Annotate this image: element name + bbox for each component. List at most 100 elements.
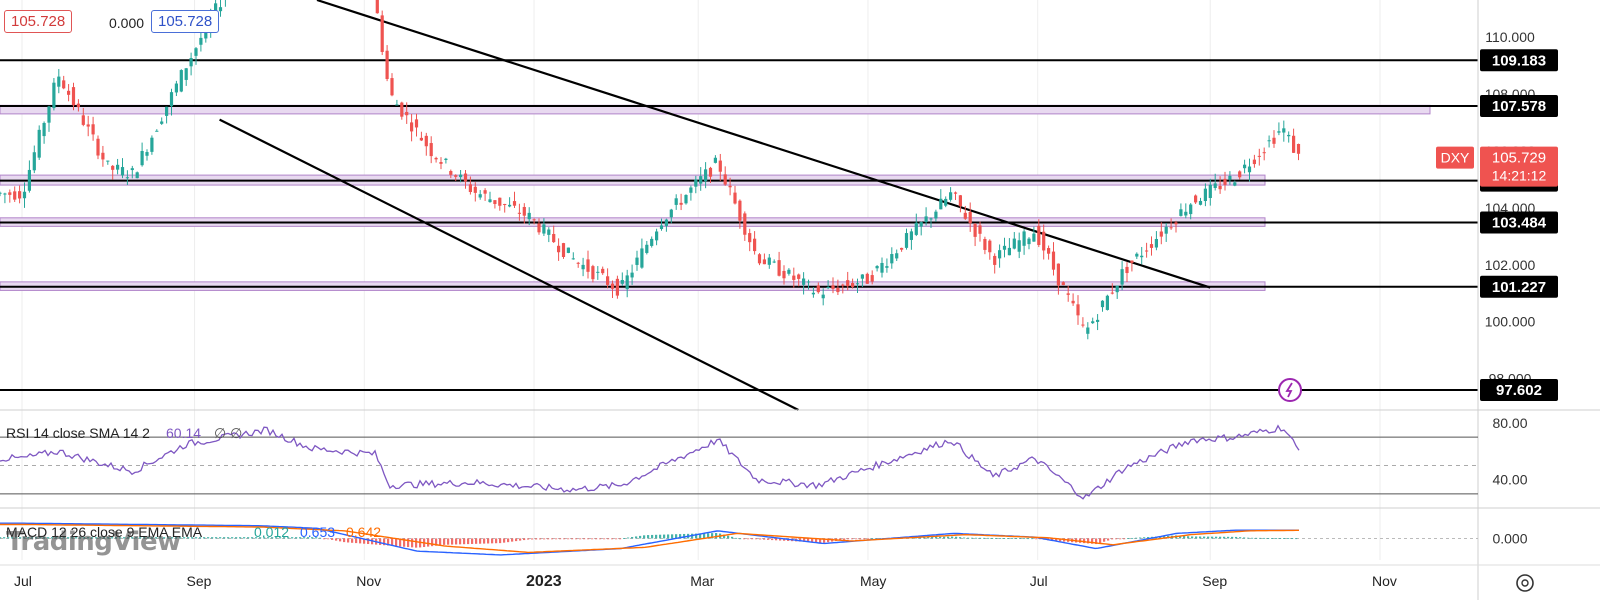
candle-body [189, 58, 193, 67]
candle-body [718, 160, 722, 172]
candle-body [1022, 231, 1026, 246]
candle-body [1145, 250, 1149, 252]
candle-body [890, 254, 894, 264]
trendline [316, 0, 1211, 289]
macd-histogram-bar [783, 538, 786, 541]
macd-histogram-bar [431, 538, 434, 547]
candle-body [1056, 263, 1060, 286]
candle-body [483, 190, 487, 194]
candle-body [179, 70, 183, 92]
macd-histogram-bar [1019, 538, 1022, 539]
macd-histogram-bar [223, 537, 226, 539]
macd-histogram-bar [479, 538, 482, 544]
macd-histogram-bar [971, 537, 974, 539]
candle-body [1218, 185, 1222, 190]
candle-body [449, 171, 453, 175]
candle-body [953, 192, 958, 194]
macd-histogram-bar [1007, 538, 1010, 539]
time-axis-label: 2023 [526, 573, 562, 590]
macd-histogram-bar [735, 537, 738, 539]
macd-histogram-bar [247, 537, 250, 539]
macd-histogram-bar [927, 537, 930, 539]
macd-histogram-bar [851, 538, 854, 540]
macd-histogram-bar [559, 538, 562, 540]
macd-histogram-bar [251, 537, 254, 539]
macd-histogram-bar [655, 534, 658, 539]
candle-body [1174, 222, 1178, 225]
macd-histogram-bar [551, 538, 554, 540]
level-price-label: 101.227 [1492, 279, 1546, 296]
macd-histogram-bar [803, 538, 806, 542]
macd-histogram-bar [63, 537, 66, 539]
ask-price-tag[interactable]: 105.728 [151, 10, 220, 33]
candle-body [380, 15, 384, 52]
candle-body [944, 198, 948, 206]
candle-body [86, 124, 90, 127]
macd-histogram-bar [451, 538, 454, 545]
macd-histogram-bar [123, 537, 126, 539]
settings-gear-icon-center [1521, 579, 1529, 587]
macd-axis-tick: 0.000 [1492, 530, 1527, 546]
macd-histogram-bar [679, 534, 682, 539]
candle-body [429, 143, 433, 157]
macd-histogram-bar [967, 537, 970, 539]
macd-histogram-bar [71, 537, 74, 539]
macd-histogram-bar [871, 538, 874, 540]
macd-histogram-bar [459, 538, 462, 545]
macd-histogram-bar [1235, 536, 1238, 539]
macd-histogram-bar [1147, 537, 1150, 539]
time-axis-label: May [860, 573, 886, 589]
candle-body [8, 192, 12, 195]
candle-body [27, 169, 31, 191]
macd-histogram-bar [727, 535, 730, 539]
macd-histogram-bar [455, 538, 458, 545]
macd-histogram-bar [11, 537, 14, 539]
macd-histogram-bar [1219, 536, 1222, 539]
macd-histogram-bar [1051, 538, 1054, 541]
macd-histogram-bar [167, 537, 170, 539]
candle-body [155, 130, 159, 132]
macd-histogram-bar [723, 534, 726, 539]
candle-body [32, 152, 36, 171]
candle-body [630, 272, 634, 278]
macd-histogram-bar [855, 538, 858, 540]
candle-body [1277, 131, 1281, 133]
candle-body [1208, 184, 1212, 198]
macd-histogram-bar [139, 537, 142, 539]
candle-body [395, 104, 399, 106]
macd-histogram-bar [755, 538, 758, 540]
macd-histogram-bar [1059, 538, 1062, 542]
macd-histogram-bar [367, 538, 370, 545]
candle-body [160, 121, 164, 124]
candle-body [978, 225, 982, 234]
macd-histogram-bar [959, 537, 962, 539]
candle-body [130, 168, 134, 171]
time-axis-label: Jul [1030, 573, 1048, 589]
candle-body [983, 238, 987, 250]
candle-body [777, 260, 781, 276]
macd-histogram-bar [1031, 538, 1034, 540]
candle-body [1238, 171, 1242, 178]
level-price-tag [1480, 49, 1558, 72]
macd-histogram-bar [807, 538, 810, 543]
macd-histogram-bar [227, 537, 230, 539]
candle-body [635, 257, 639, 265]
candlestick-series [0, 0, 1301, 340]
symbol-tag [1436, 146, 1474, 169]
candle-body [1135, 253, 1139, 257]
macd-histogram-bar [951, 536, 954, 539]
macd-histogram-bar [875, 538, 878, 540]
last-price-tag [1480, 146, 1558, 187]
macd-histogram-bar [1231, 536, 1234, 539]
macd-histogram-bar [599, 538, 602, 540]
macd-histogram-bar [539, 538, 542, 540]
candle-body [18, 191, 22, 199]
candle-body [532, 219, 536, 221]
candle-body [498, 197, 502, 206]
candle-body [1194, 195, 1198, 203]
macd-histogram-bar [699, 533, 702, 539]
candle-body [895, 253, 899, 259]
candle-body [855, 283, 860, 285]
bid-price-tag[interactable]: 105.728 [4, 10, 73, 33]
